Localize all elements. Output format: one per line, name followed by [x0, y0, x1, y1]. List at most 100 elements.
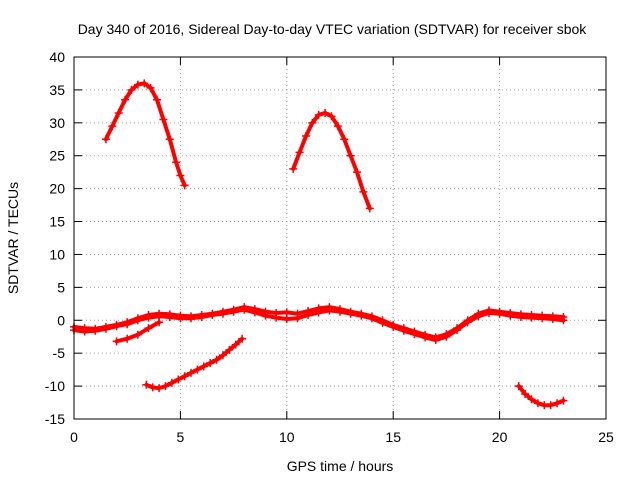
- data-series-arc-1: [101, 79, 189, 190]
- data-point: [474, 312, 483, 321]
- data-point: [91, 326, 100, 335]
- data-point: [389, 322, 398, 331]
- y-tick-label: 20: [49, 181, 65, 197]
- data-point: [250, 308, 259, 317]
- data-series-low-arc-2: [514, 382, 568, 410]
- y-tick-label: 25: [49, 148, 65, 164]
- data-series-arc-2: [289, 108, 374, 213]
- data-point: [174, 375, 183, 384]
- data-point: [80, 327, 89, 336]
- data-point: [238, 334, 247, 343]
- data-point: [152, 95, 161, 104]
- x-tick-label: 0: [70, 429, 78, 445]
- data-point: [559, 396, 568, 405]
- data-point: [346, 309, 355, 318]
- data-point: [140, 79, 149, 88]
- data-point: [218, 351, 227, 360]
- data-point: [121, 95, 130, 104]
- data-point: [114, 108, 123, 117]
- data-point: [231, 340, 240, 349]
- data-point: [495, 309, 504, 318]
- y-tick-label: -15: [45, 411, 65, 427]
- series-line: [144, 336, 245, 391]
- data-point: [165, 312, 174, 321]
- data-point: [327, 112, 336, 121]
- plot-area: [70, 79, 568, 410]
- x-tick-label: 25: [598, 429, 614, 445]
- data-point: [463, 318, 472, 327]
- data-point: [410, 330, 419, 339]
- data-series-baseline-2: [70, 305, 568, 345]
- data-point: [108, 122, 117, 131]
- data-point: [193, 365, 202, 374]
- data-point: [261, 311, 270, 320]
- y-tick-label: 35: [49, 82, 65, 98]
- data-point: [127, 85, 136, 94]
- data-point: [187, 368, 196, 377]
- data-point: [295, 148, 304, 157]
- data-point: [206, 359, 215, 368]
- data-series-low-arc-1: [142, 334, 247, 393]
- data-point: [336, 307, 344, 316]
- data-point: [197, 312, 206, 321]
- data-point: [559, 316, 568, 325]
- data-point: [308, 118, 317, 127]
- data-point: [538, 314, 547, 323]
- y-tick-label: 0: [57, 312, 65, 328]
- data-point: [144, 313, 153, 322]
- x-axis-label: GPS time / hours: [287, 458, 394, 474]
- data-point: [516, 312, 525, 321]
- data-point: [159, 115, 168, 124]
- data-point: [212, 355, 221, 364]
- y-tick-label: 15: [49, 214, 65, 230]
- data-point: [521, 389, 530, 398]
- x-tick-label: 20: [492, 429, 508, 445]
- data-point: [314, 110, 323, 119]
- y-tick-label: 10: [49, 246, 65, 262]
- data-point: [527, 313, 536, 322]
- y-tick-label: 30: [49, 115, 65, 131]
- data-point: [161, 382, 170, 391]
- y-tick-label: -5: [53, 345, 66, 361]
- data-point: [340, 135, 349, 144]
- data-series-baseline-3: [112, 318, 164, 346]
- data-point: [431, 336, 440, 345]
- data-point: [165, 135, 174, 144]
- plot-frame: [73, 56, 607, 420]
- data-point: [172, 158, 181, 167]
- data-point: [548, 314, 557, 323]
- data-point: [353, 168, 362, 177]
- data-point: [208, 311, 217, 320]
- data-point: [289, 164, 298, 173]
- data-point: [533, 399, 542, 408]
- data-point: [367, 314, 376, 323]
- data-point: [240, 305, 249, 314]
- data-point: [142, 380, 151, 389]
- y-tick-label: 5: [57, 279, 65, 295]
- data-point: [333, 122, 342, 131]
- data-point: [484, 309, 493, 318]
- data-point: [155, 318, 164, 327]
- data-point: [365, 204, 374, 213]
- data-point: [359, 187, 368, 196]
- data-point: [123, 334, 132, 343]
- data-point: [293, 314, 302, 323]
- data-point: [155, 384, 164, 393]
- data-point: [112, 337, 121, 346]
- data-point: [282, 314, 291, 323]
- data-point: [506, 311, 515, 320]
- data-point: [167, 378, 176, 387]
- data-point: [133, 330, 142, 339]
- data-point: [421, 333, 430, 342]
- data-point: [199, 362, 208, 371]
- data-point: [453, 326, 462, 335]
- data-point: [514, 382, 523, 391]
- y-axis-label: SDTVAR / TECUs: [5, 182, 21, 294]
- data-point: [301, 131, 310, 140]
- data-point: [133, 80, 142, 89]
- data-point: [225, 345, 234, 354]
- data-point: [229, 307, 238, 316]
- series-line: [103, 81, 187, 188]
- data-point: [218, 309, 227, 318]
